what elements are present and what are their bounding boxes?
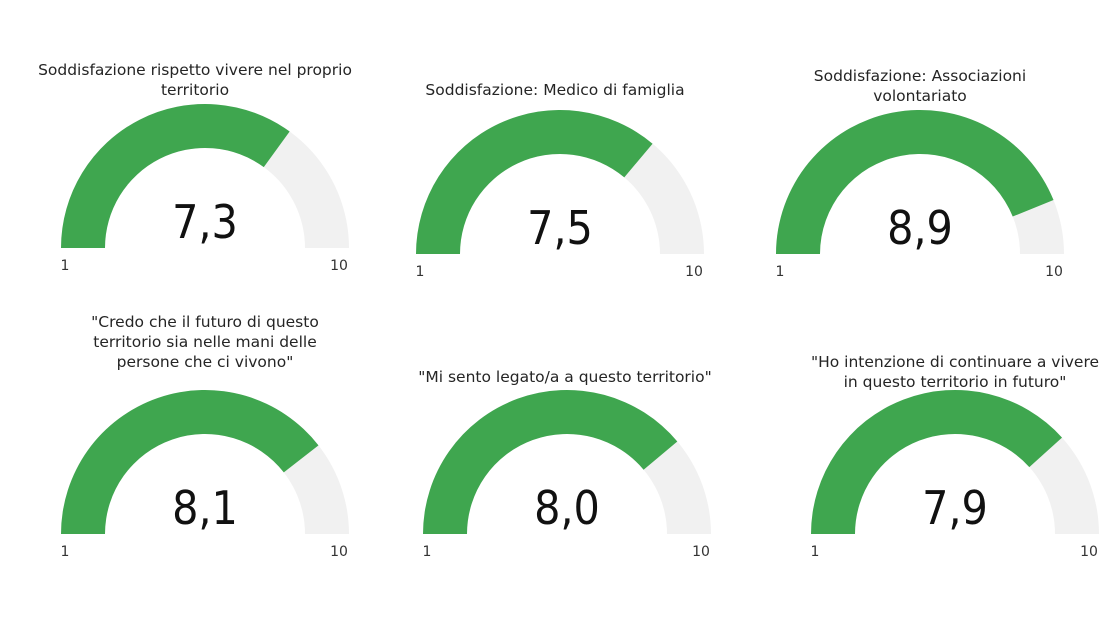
gauge-max-label: 10 <box>1080 544 1098 560</box>
gauge-title: "Ho intenzione di continuare a vivere in… <box>810 353 1100 391</box>
gauge-2: Soddisfazione: Medico di famiglia 7,5 1 10 <box>390 60 720 320</box>
gauge-max-label: 10 <box>1045 264 1063 280</box>
gauge-value: 8,9 <box>887 201 953 255</box>
gauge-track <box>61 390 349 534</box>
gauge-6: "Ho intenzione di continuare a vivere in… <box>790 312 1120 572</box>
gauge-max-label: 10 <box>692 544 710 560</box>
gauge-track <box>776 110 1064 254</box>
gauge-track <box>416 110 704 254</box>
gauge-value: 8,0 <box>534 481 600 535</box>
gauge-title: "Mi sento legato/a a questo territorio" <box>418 368 712 386</box>
gauge-min-label: 1 <box>811 544 820 560</box>
gauge-fill <box>776 109 1054 255</box>
gauge-track <box>811 390 1099 534</box>
gauge-min-label: 1 <box>61 544 70 560</box>
gauge-fill <box>61 390 319 534</box>
gauge-min-label: 1 <box>423 544 432 560</box>
gauge-fill <box>811 390 1063 534</box>
gauge-title: "Credo che il futuro di questo territori… <box>91 313 319 371</box>
gauge-3: Soddisfazione: Associazioni volontariato… <box>755 60 1085 320</box>
gauge-5: "Mi sento legato/a a questo territorio" 8… <box>400 312 730 572</box>
gauge-fill <box>416 110 653 254</box>
gauge-max-label: 10 <box>330 258 348 274</box>
gauge-fill <box>61 104 290 249</box>
gauge-min-label: 1 <box>776 264 785 280</box>
gauge-min-label: 1 <box>61 258 70 274</box>
gauge-fill <box>423 389 678 534</box>
gauge-title: Soddisfazione: Medico di famiglia <box>425 81 685 99</box>
gauge-title: Soddisfazione: Associazioni volontariato <box>813 67 1027 105</box>
gauge-value: 7,3 <box>172 195 238 249</box>
gauge-1: Soddisfazione rispetto vivere nel propri… <box>30 60 360 320</box>
gauge-min-label: 1 <box>416 264 425 280</box>
gauge-max-label: 10 <box>685 264 703 280</box>
gauge-4: "Credo che il futuro di questo territori… <box>40 312 370 572</box>
gauge-track <box>423 390 711 534</box>
gauge-track <box>61 104 349 248</box>
gauge-value: 7,9 <box>922 481 988 535</box>
gauge-max-label: 10 <box>330 544 348 560</box>
gauge-value: 7,5 <box>527 201 593 255</box>
gauge-title: Soddisfazione rispetto vivere nel propri… <box>38 61 352 99</box>
gauge-value: 8,1 <box>172 481 238 535</box>
